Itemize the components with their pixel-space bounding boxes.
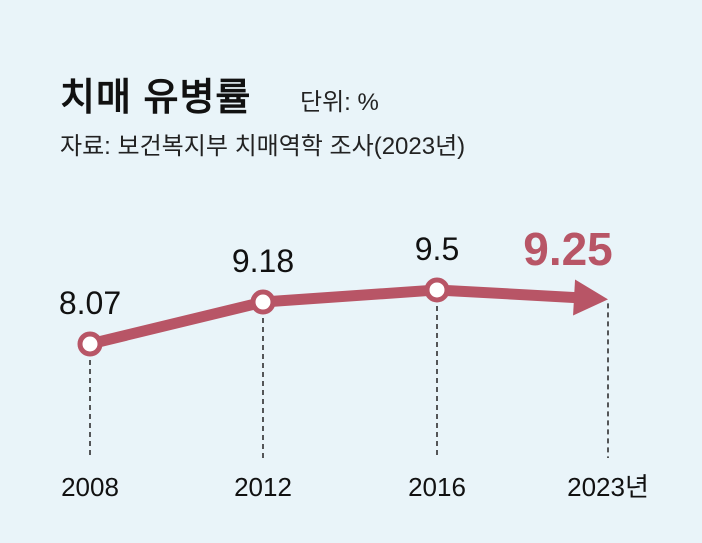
data-label: 9.25 — [523, 223, 613, 275]
x-tick-label: 2016 — [408, 472, 466, 502]
data-label: 8.07 — [59, 285, 121, 321]
chart-title: 치매 유병률 — [60, 77, 252, 119]
data-point — [77, 331, 103, 357]
x-tick-label: 2008 — [61, 472, 119, 502]
source-label: 자료: 보건복지부 치매역학 조사(2023년) — [60, 133, 466, 160]
series-line — [88, 284, 579, 350]
data-point — [250, 289, 276, 315]
data-label: 9.5 — [415, 231, 459, 267]
data-point — [424, 277, 450, 303]
x-tick-label: 2012 — [234, 472, 292, 502]
data-label: 9.18 — [232, 243, 294, 279]
unit-label: 단위: % — [300, 89, 379, 116]
arrow-head-icon — [573, 279, 608, 316]
x-tick-label: 2023년 — [567, 472, 649, 502]
